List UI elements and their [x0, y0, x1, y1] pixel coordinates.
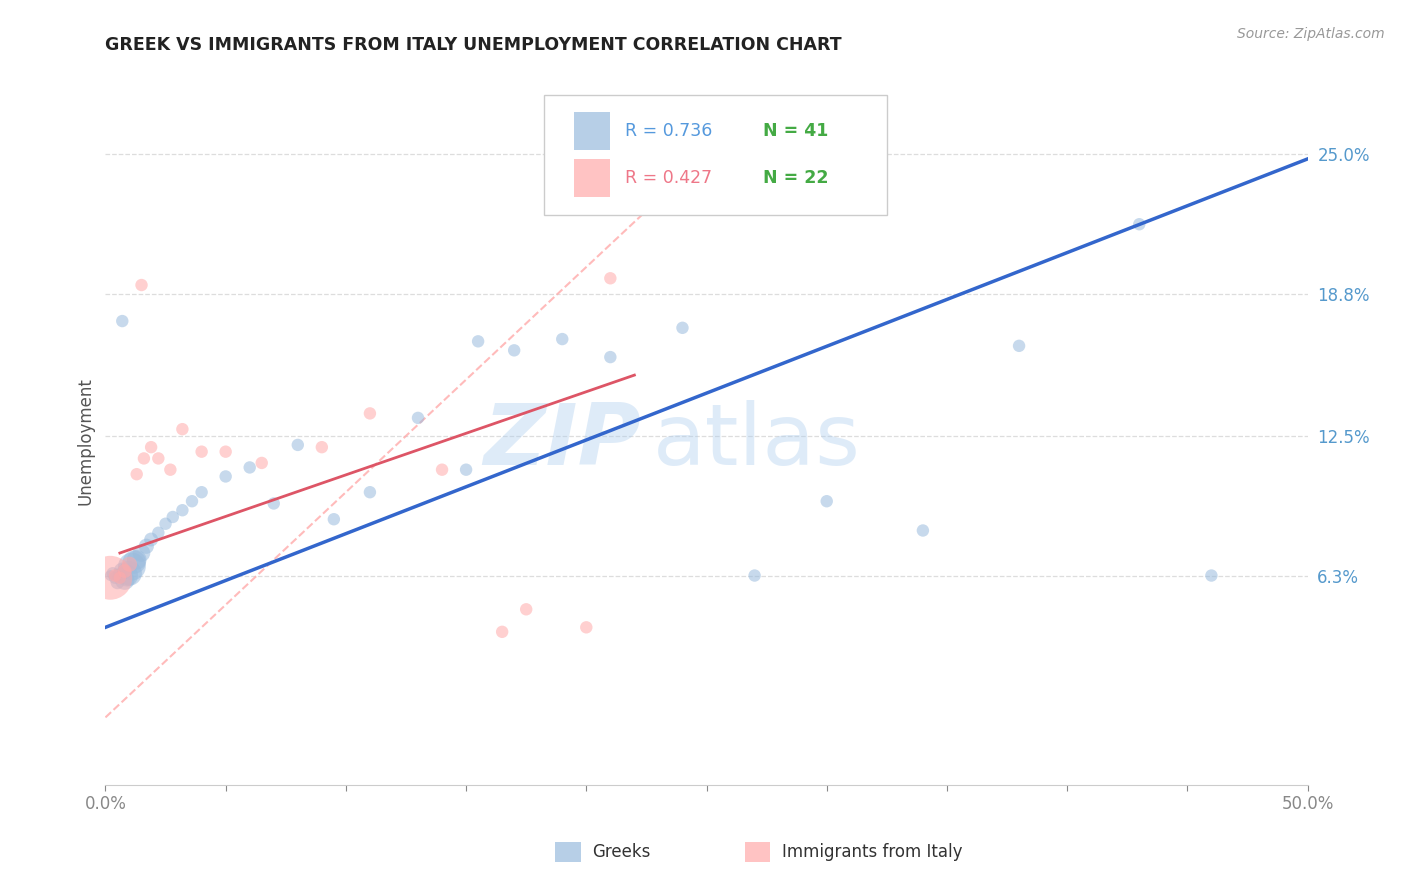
Point: [101, 566, 124, 581]
Point: [599, 350, 621, 364]
Point: [359, 406, 381, 420]
Point: [172, 422, 194, 436]
Point: [159, 463, 181, 477]
Point: [815, 494, 838, 508]
Point: [491, 624, 513, 639]
Text: N = 22: N = 22: [763, 169, 828, 187]
Point: [406, 410, 429, 425]
Point: [148, 451, 170, 466]
Point: [139, 533, 162, 547]
Point: [114, 573, 136, 587]
Point: [131, 278, 153, 293]
Point: [125, 553, 148, 567]
Point: [467, 334, 489, 349]
Point: [1201, 568, 1223, 582]
Text: R = 0.427: R = 0.427: [624, 169, 711, 187]
Text: R = 0.736: R = 0.736: [624, 122, 713, 140]
Point: [190, 444, 212, 458]
Point: [744, 568, 766, 582]
Point: [671, 321, 693, 335]
Point: [114, 564, 136, 578]
Point: [118, 558, 141, 572]
Point: [124, 555, 146, 569]
Point: [214, 469, 236, 483]
Point: [98, 568, 121, 582]
Point: [131, 546, 153, 560]
Point: [515, 602, 537, 616]
Point: [359, 485, 381, 500]
Point: [503, 343, 526, 358]
Point: [107, 575, 129, 590]
Point: [111, 564, 134, 578]
Point: [181, 494, 204, 508]
Text: ZIP: ZIP: [482, 400, 640, 483]
Point: [162, 510, 184, 524]
Point: [430, 463, 453, 477]
Point: [575, 620, 598, 634]
Text: N = 41: N = 41: [763, 122, 828, 140]
Point: [551, 332, 574, 346]
Point: [311, 440, 333, 454]
Point: [454, 463, 477, 477]
Point: [108, 568, 131, 582]
Point: [115, 568, 138, 582]
Point: [98, 571, 121, 585]
Point: [108, 571, 131, 585]
Point: [911, 524, 934, 538]
Point: [287, 438, 309, 452]
Y-axis label: Unemployment: Unemployment: [76, 377, 94, 506]
Point: [111, 314, 134, 328]
Point: [263, 496, 285, 510]
Text: Greeks: Greeks: [592, 843, 651, 861]
Point: [250, 456, 273, 470]
Point: [132, 451, 155, 466]
Point: [1128, 217, 1150, 231]
Point: [135, 539, 157, 553]
Text: Source: ZipAtlas.com: Source: ZipAtlas.com: [1237, 27, 1385, 41]
Text: GREEK VS IMMIGRANTS FROM ITALY UNEMPLOYMENT CORRELATION CHART: GREEK VS IMMIGRANTS FROM ITALY UNEMPLOYM…: [105, 36, 842, 54]
Point: [139, 440, 162, 454]
Text: atlas: atlas: [652, 400, 860, 483]
FancyBboxPatch shape: [574, 112, 610, 150]
Point: [155, 516, 177, 531]
Point: [104, 571, 127, 585]
Point: [599, 271, 621, 285]
Point: [172, 503, 194, 517]
Point: [104, 568, 127, 582]
Point: [239, 460, 262, 475]
Point: [125, 467, 148, 482]
Point: [118, 566, 141, 581]
Point: [322, 512, 344, 526]
Point: [1008, 339, 1031, 353]
Point: [190, 485, 212, 500]
Point: [148, 525, 170, 540]
Point: [214, 444, 236, 458]
Point: [121, 559, 143, 574]
FancyBboxPatch shape: [544, 95, 887, 215]
Text: Immigrants from Italy: Immigrants from Italy: [782, 843, 962, 861]
FancyBboxPatch shape: [574, 160, 610, 197]
